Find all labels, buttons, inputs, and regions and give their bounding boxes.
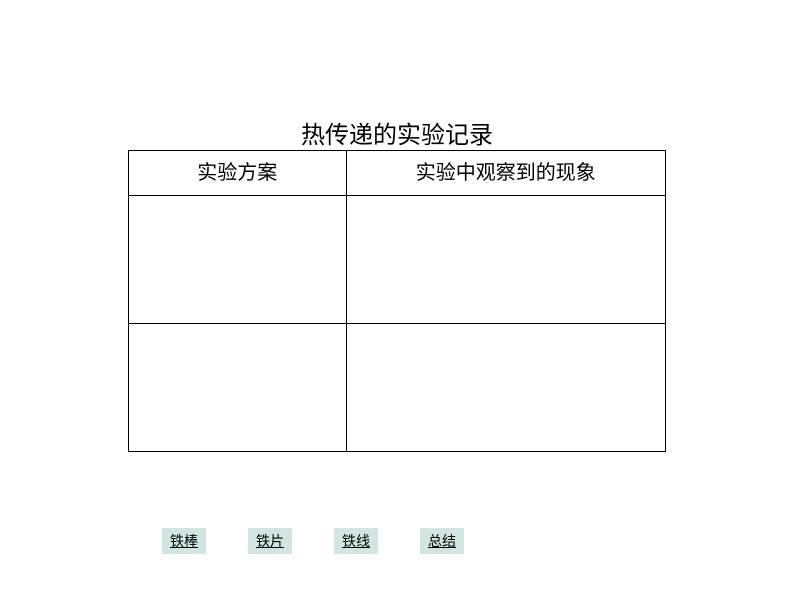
table-header-cell: 实验方案 [129, 151, 347, 196]
iron-wire-button[interactable]: 铁线 [334, 528, 378, 554]
iron-rod-button[interactable]: 铁棒 [162, 528, 206, 554]
table-row [129, 324, 666, 452]
page-title: 热传递的实验记录 [0, 115, 794, 150]
table-cell [129, 324, 347, 452]
table-cell [346, 324, 665, 452]
table-row [129, 196, 666, 324]
experiment-table: 实验方案 实验中观察到的现象 [128, 150, 666, 452]
table-header-row: 实验方案 实验中观察到的现象 [129, 151, 666, 196]
button-row: 铁棒 铁片 铁线 总结 [162, 528, 464, 554]
summary-button[interactable]: 总结 [420, 528, 464, 554]
table-cell [346, 196, 665, 324]
iron-sheet-button[interactable]: 铁片 [248, 528, 292, 554]
table-header-cell: 实验中观察到的现象 [346, 151, 665, 196]
table-cell [129, 196, 347, 324]
